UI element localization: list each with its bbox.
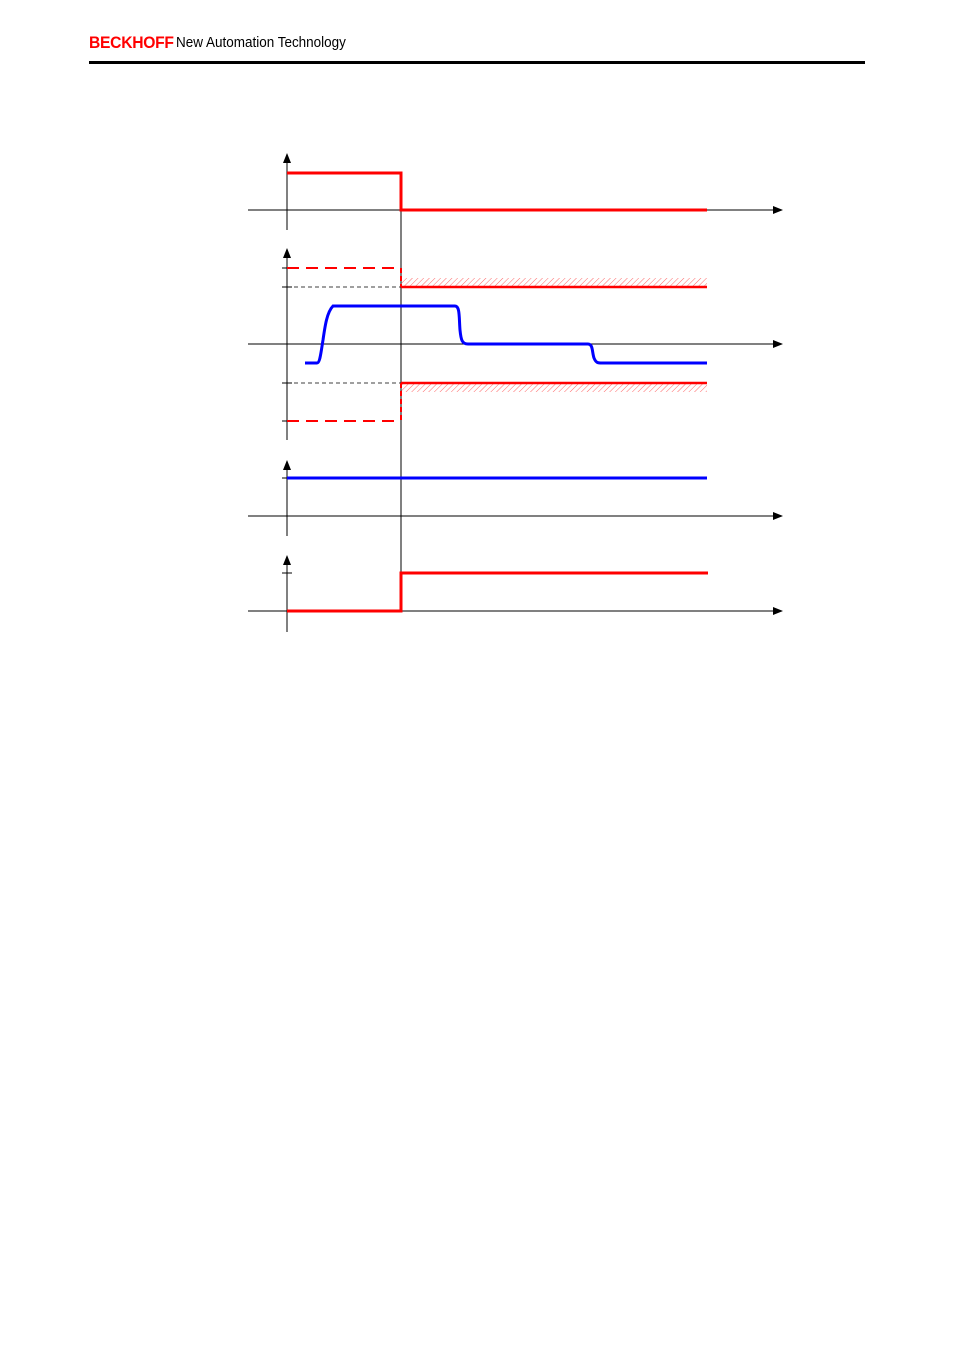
plot-1-red-trace	[287, 171, 707, 212]
page-header: BECKHOFF New Automation Technology	[89, 32, 865, 66]
plot-1	[248, 153, 783, 230]
header-divider	[89, 61, 865, 64]
plot-2-blue-signal	[305, 304, 707, 365]
plot-3	[248, 460, 783, 536]
plot-2-lower-hatch-band	[401, 383, 707, 392]
plot-2-upper-hatch-band	[401, 278, 707, 287]
plot-4-red-trace	[287, 571, 708, 613]
plot-2	[248, 248, 783, 440]
brand-logo: BECKHOFF	[89, 33, 174, 52]
plot-4	[248, 555, 783, 632]
brand-tagline: New Automation Technology	[176, 35, 346, 51]
